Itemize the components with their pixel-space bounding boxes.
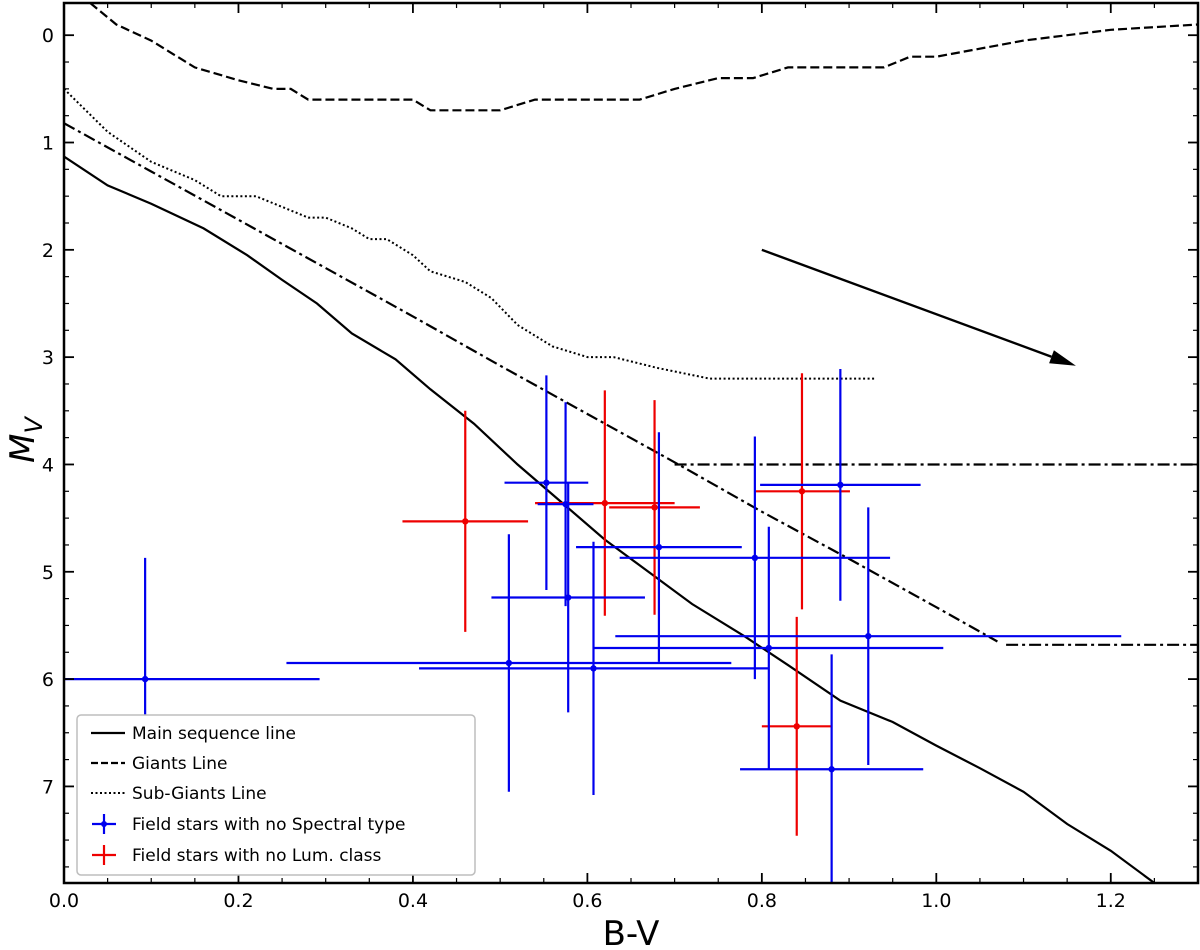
blue-star-9 [760, 368, 921, 601]
dash-dot-diagonal-line [64, 122, 998, 643]
blue-star-1-marker [543, 479, 550, 486]
legend-box [76, 714, 476, 876]
legend-swatch-red-errorbar [92, 845, 116, 865]
red-star-3 [753, 373, 850, 610]
x-tick-label: 0.4 [398, 890, 428, 912]
sub-giants-line [64, 88, 876, 380]
y-axis-title-group: MV [3, 416, 48, 463]
x-tick-label: 0.8 [747, 890, 777, 912]
data-points [64, 368, 1122, 883]
legend-label-main-sequence: Main sequence line [132, 724, 296, 744]
red-star-3-marker [798, 488, 806, 495]
x-tick-label: 1.0 [921, 890, 951, 912]
blue-star-8-marker [765, 644, 773, 652]
blue-star-11 [740, 654, 924, 883]
blue-star-3-marker [564, 594, 572, 601]
y-axis-title-main: M [3, 434, 43, 463]
blue-star-5 [419, 541, 768, 795]
red-star-4 [761, 616, 832, 836]
legend-label-no-lum-class: Field stars with no Lum. class [132, 846, 382, 866]
legend: Main sequence line Giants Line Sub-Giant… [76, 714, 476, 876]
x-axis-title: B-V [603, 914, 660, 950]
y-tick-label: 2 [42, 240, 54, 262]
blue-star-8 [594, 526, 944, 770]
main-sequence-line [64, 155, 1156, 883]
blue-star-7-marker [751, 554, 759, 562]
y-tick-label: 3 [42, 347, 54, 369]
blue-star-1 [504, 375, 589, 591]
red-star-1-marker [601, 499, 609, 507]
blue-star-6 [576, 432, 742, 662]
reddening-arrow-group [761, 248, 1076, 366]
legend-swatch-blue-errorbar [92, 814, 116, 834]
y-axis-title-sub: V [20, 416, 48, 434]
x-tick-label: 0.0 [49, 890, 79, 912]
x-tick-label: 1.2 [1096, 890, 1126, 912]
y-tick-label: 7 [42, 776, 54, 798]
x-tick-label: 0.2 [223, 890, 253, 912]
blue-star-10-marker [865, 632, 872, 640]
blue-star-0-marker [141, 675, 149, 683]
reddening-arrow-shaft [761, 248, 1052, 358]
blue-star-7 [619, 436, 891, 680]
blue-star-3 [491, 482, 645, 713]
blue-star-10 [615, 507, 1122, 765]
y-tick-label: 1 [42, 133, 54, 155]
blue-star-9-marker [837, 481, 844, 489]
legend-label-no-spectral-type: Field stars with no Spectral type [132, 815, 405, 835]
blue-star-4-marker [505, 659, 513, 667]
x-tick-label: 0.6 [572, 890, 602, 912]
red-star-0-marker [462, 518, 469, 525]
red-star-2-marker [651, 504, 658, 511]
legend-label-sub-giants: Sub-Giants Line [132, 784, 267, 804]
axis-ticks: 0.0 0.2 0.4 0.6 0.8 1.0 1.2 0 1 2 3 4 5 6 7 [42, 3, 1198, 912]
y-tick-label: 0 [42, 25, 54, 47]
y-tick-label: 5 [42, 562, 54, 584]
blue-star-6-marker [655, 543, 663, 551]
giants-line [89, 3, 1198, 112]
reddening-arrow-head [1049, 350, 1076, 366]
y-axis-title: MV [3, 416, 48, 463]
red-star-2 [609, 400, 700, 615]
reference-lines [64, 3, 1198, 883]
blue-star-11-marker [828, 766, 835, 773]
blue-star-5-marker [590, 665, 597, 672]
red-star-4-marker [793, 723, 800, 730]
y-tick-label: 6 [42, 669, 54, 691]
y-tick-label: 4 [42, 454, 54, 476]
legend-label-giants: Giants Line [132, 754, 227, 774]
red-star-0 [402, 410, 529, 632]
blue-star-4 [286, 534, 732, 792]
